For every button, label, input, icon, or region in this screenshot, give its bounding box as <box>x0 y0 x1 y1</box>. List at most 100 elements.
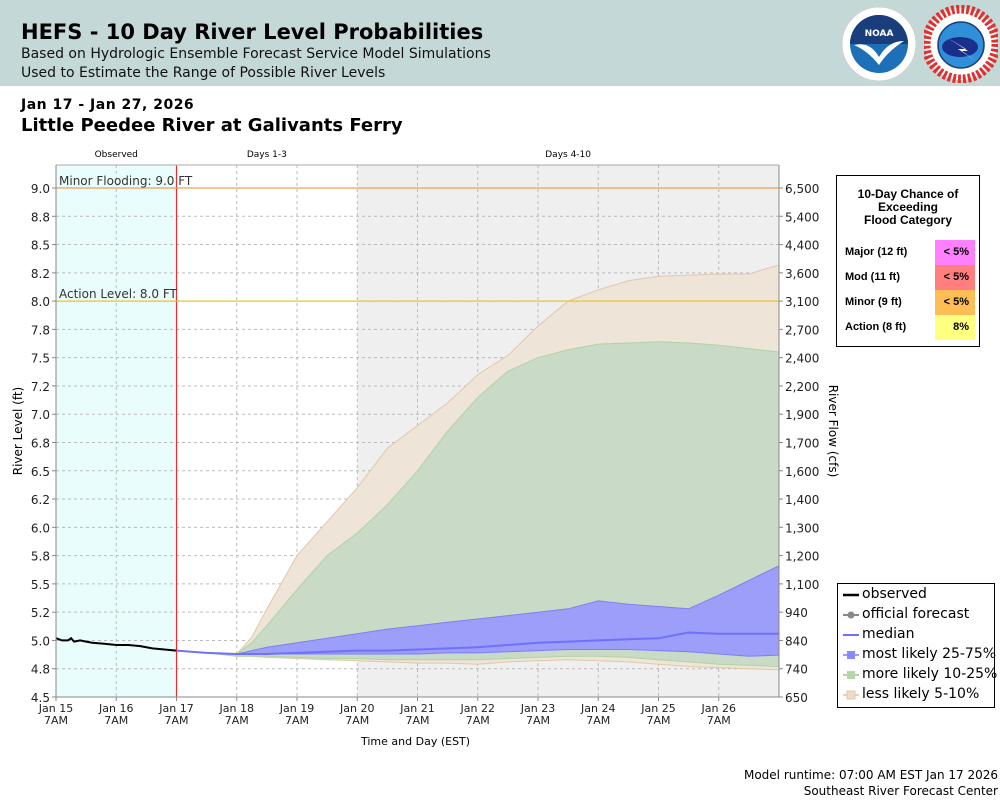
location-title: Little Peedee River at Galivants Ferry <box>21 115 403 136</box>
y2-tick-label: 3,100 <box>785 295 819 309</box>
x-tick-sublabel: 7AM <box>225 714 249 727</box>
y2-tick-label: 840 <box>785 634 808 648</box>
y2-tick-label: 2,200 <box>785 380 819 394</box>
flood-box-title-line: 10-Day Chance of <box>857 187 959 201</box>
y-tick-label: 5.0 <box>31 634 50 648</box>
flood-box-title-line: Exceeding <box>877 200 939 214</box>
chart-legend: observed official forecast median most l… <box>837 583 997 708</box>
x-tick-sublabel: 7AM <box>526 714 550 727</box>
y-tick-label: 7.0 <box>31 408 50 422</box>
flood-row-label: Mod (11 ft) <box>845 271 900 283</box>
y-tick-label: 6.5 <box>31 465 50 479</box>
axes: 4.5 650 4.8 740 5.0 840 5.2 940 5.5 1,100 5.8 1,200… <box>31 164 819 727</box>
y-tick-label: 4.8 <box>31 663 50 677</box>
legend-dot-icon <box>843 611 859 619</box>
flood-row-value: < 5% <box>935 265 975 290</box>
y-tick-label: 4.5 <box>31 691 50 705</box>
y-tick-label: 7.2 <box>31 380 50 394</box>
y2-tick-label: 940 <box>785 606 808 620</box>
legend-line-icon <box>843 593 859 597</box>
y2-tick-label: 1,900 <box>785 408 819 422</box>
y-tick-label: 6.2 <box>31 493 50 507</box>
flood-row-value: < 5% <box>935 240 975 265</box>
x-tick-sublabel: 7AM <box>646 714 670 727</box>
x-axis-label: Time and Day (EST) <box>360 735 470 748</box>
date-range: Jan 17 - Jan 27, 2026 <box>21 97 195 113</box>
legend-box-icon <box>843 671 859 679</box>
y-tick-label: 9.0 <box>31 182 50 196</box>
model-runtime: Model runtime: 07:00 AM EST Jan 17 2026 <box>743 768 998 782</box>
median-line <box>176 631 779 655</box>
y2-tick-label: 6,500 <box>785 182 819 196</box>
flood-row-minor: Minor (9 ft) < 5% <box>837 290 979 315</box>
y2-axis-label: River Flow (cfs) <box>826 385 840 478</box>
threshold-label: Action Level: 8.0 FT <box>59 287 178 301</box>
threshold-label: Minor Flooding: 9.0 FT <box>59 174 193 188</box>
y-tick-label: 8.5 <box>31 239 50 253</box>
y-tick-label: 8.8 <box>31 210 50 224</box>
y-tick-label: 7.8 <box>31 323 50 337</box>
flood-thresholds: Minor Flooding: 9.0 FT Action Level: 8.0 … <box>56 165 779 697</box>
x-tick-label: Jan 23 <box>520 702 555 715</box>
legend-label: less likely 5-10% <box>862 686 980 702</box>
x-tick-label: Jan 19 <box>279 702 314 715</box>
y2-tick-label: 2,400 <box>785 352 819 366</box>
y2-tick-label: 4,400 <box>785 239 819 253</box>
flood-row-label: Minor (9 ft) <box>845 296 902 308</box>
x-tick-sublabel: 7AM <box>586 714 610 727</box>
y-tick-label: 8.2 <box>31 267 50 281</box>
y2-tick-label: 1,300 <box>785 521 819 535</box>
flood-row-moderate: Mod (11 ft) < 5% <box>837 265 979 290</box>
legend-label: observed <box>862 586 927 602</box>
nws-logo <box>924 5 998 83</box>
period-label: Days 4-10 <box>545 150 591 160</box>
flood-box-title-line: Flood Category <box>863 213 952 227</box>
x-tick-label: Jan 20 <box>339 702 374 715</box>
legend-label: most likely 25-75% <box>862 646 997 662</box>
period-label: Days 1-3 <box>247 150 287 160</box>
y2-tick-label: 1,400 <box>785 493 819 507</box>
y2-tick-label: 3,600 <box>785 267 819 281</box>
flood-row-label: Major (12 ft) <box>845 246 908 258</box>
flood-row-value: < 5% <box>935 290 975 315</box>
y-tick-label: 5.2 <box>31 606 50 620</box>
flood-row-major: Major (12 ft) < 5% <box>837 240 979 265</box>
page-title: HEFS - 10 Day River Level Probabilities <box>21 20 484 44</box>
page-subtitle-1: Based on Hydrologic Ensemble Forecast Se… <box>21 46 491 62</box>
y2-tick-label: 5,400 <box>785 210 819 224</box>
x-tick-sublabel: 7AM <box>164 714 188 727</box>
x-tick-sublabel: 7AM <box>405 714 429 727</box>
legend-line-icon <box>843 634 859 636</box>
x-tick-label: Jan 18 <box>219 702 254 715</box>
y2-tick-label: 650 <box>785 691 808 705</box>
flood-row-label: Action (8 ft) <box>845 321 907 333</box>
legend-box-icon <box>843 651 859 659</box>
y-tick-label: 5.8 <box>31 550 50 564</box>
y-tick-label: 8.0 <box>31 295 50 309</box>
x-tick-label: Jan 22 <box>460 702 495 715</box>
page-subtitle-2: Used to Estimate the Range of Possible R… <box>21 65 386 81</box>
x-tick-label: Jan 15 <box>38 702 73 715</box>
x-tick-sublabel: 7AM <box>44 714 68 727</box>
y-tick-label: 6.0 <box>31 521 50 535</box>
y2-tick-label: 1,200 <box>785 550 819 564</box>
flood-box-title: 10-Day Chance of Exceeding Flood Categor… <box>837 188 979 227</box>
x-tick-label: Jan 21 <box>399 702 434 715</box>
x-tick-sublabel: 7AM <box>104 714 128 727</box>
series-lines <box>55 631 779 655</box>
y2-tick-label: 1,600 <box>785 465 819 479</box>
noaa-logo-text: NOAA <box>865 29 894 39</box>
y-tick-label: 6.8 <box>31 437 50 451</box>
y2-tick-label: 740 <box>785 663 808 677</box>
flood-category-box: 10-Day Chance of Exceeding Flood Categor… <box>836 175 980 347</box>
y-tick-label: 5.5 <box>31 578 50 592</box>
legend-label: official forecast <box>862 606 970 622</box>
x-tick-label: Jan 24 <box>580 702 615 715</box>
x-tick-sublabel: 7AM <box>285 714 309 727</box>
period-label: Observed <box>95 150 138 160</box>
legend-label: median <box>862 626 915 642</box>
y-axis-label: River Level (ft) <box>11 387 25 475</box>
flood-row-value: 8% <box>935 315 975 340</box>
forecast-center: Southeast River Forecast Center <box>803 784 998 798</box>
